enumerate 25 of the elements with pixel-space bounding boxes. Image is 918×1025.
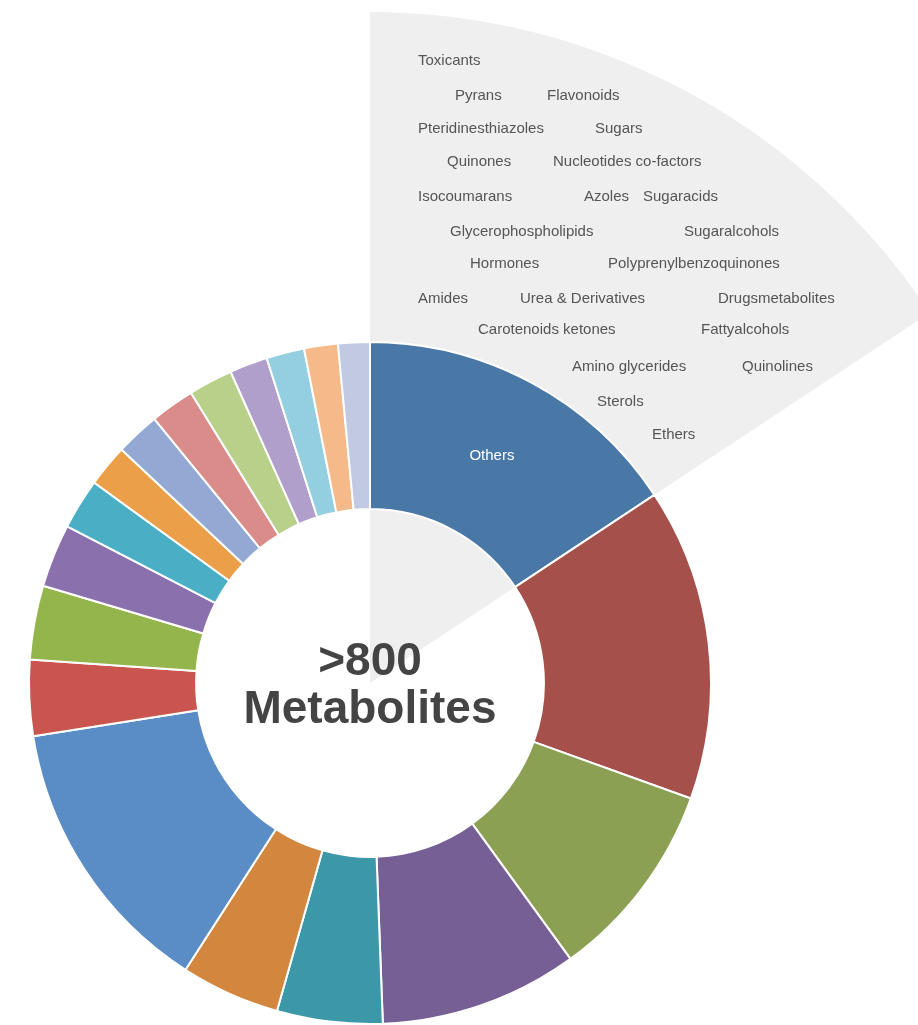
text: Polyprenylbenzoquinones <box>608 254 780 272</box>
text: Ethers <box>652 425 696 443</box>
text: Pyrans <box>455 86 502 104</box>
text: Glycerophospholipids <box>450 222 594 240</box>
text: Drugsmetabolites <box>718 289 835 307</box>
text: Sterols <box>597 392 644 410</box>
text: Flavonoids <box>547 86 620 104</box>
text: Toxicants <box>418 51 481 69</box>
text: Pteridinesthiazoles <box>418 119 544 137</box>
text: Amides <box>418 289 469 307</box>
text: Hormones <box>470 254 540 272</box>
text: >800 Metabolites <box>242 633 498 733</box>
text: Isocoumarans <box>418 187 513 205</box>
text: Sugaralcohols <box>684 222 780 240</box>
text: Carotenoids ketones <box>478 320 616 338</box>
text: Quinolines <box>742 357 813 375</box>
text: Sugars <box>595 119 643 137</box>
text: Azoles <box>584 187 630 205</box>
text: Quinones <box>447 152 512 170</box>
text: Nucleotides co-factors <box>553 152 702 170</box>
slice-label: Others <box>469 446 515 464</box>
text: Fattyalcohols <box>701 320 790 338</box>
text: Amino glycerides <box>572 357 687 375</box>
text: Urea & Derivatives <box>520 289 646 307</box>
text: Sugaracids <box>643 187 719 205</box>
